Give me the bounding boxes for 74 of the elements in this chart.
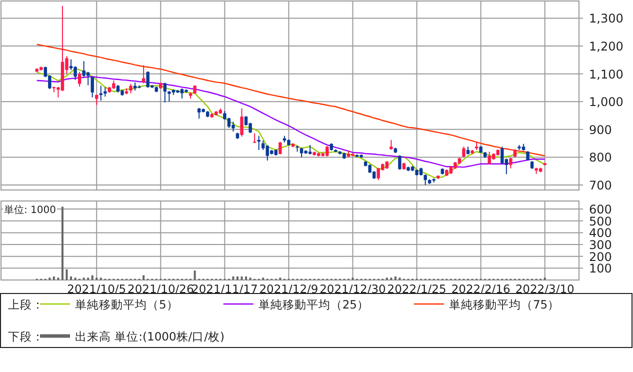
x-tick-label: 2021/12/9 — [259, 282, 318, 296]
candlestick — [266, 144, 269, 162]
y-tick-label: 1,300 — [589, 12, 624, 26]
bar — [52, 276, 55, 280]
bar — [70, 276, 72, 280]
legend-label: 出来高 単位:(1000株/口/枚) — [75, 330, 225, 344]
bar — [232, 276, 234, 280]
line-series — [36, 68, 546, 178]
candlestick — [82, 60, 86, 78]
legend-title: 上段： — [8, 298, 44, 312]
candlestick — [500, 146, 504, 164]
legend-label: 単純移動平均（5） — [75, 298, 178, 312]
x-tick-label: 2022/1/25 — [387, 282, 446, 296]
candlestick — [78, 71, 82, 88]
bar — [194, 270, 196, 280]
candlestick — [197, 108, 201, 120]
bar — [245, 276, 248, 280]
candlestick — [163, 82, 167, 103]
candlestick — [398, 154, 402, 170]
y-tick-label: 400 — [589, 226, 612, 240]
x-tick-label: 2022/2/16 — [451, 282, 510, 296]
bar — [61, 206, 64, 280]
x-tick-label: 2021/11/17 — [192, 282, 258, 296]
x-tick-label: 2021/10/5 — [67, 282, 126, 296]
candlestick — [90, 76, 94, 98]
line-series — [36, 44, 546, 156]
candlestick — [278, 141, 282, 155]
y-tick-label: 700 — [589, 178, 612, 192]
y-tick-label: 200 — [589, 250, 612, 264]
candlestick — [462, 146, 466, 158]
candlestick — [308, 144, 312, 155]
candlestick — [232, 121, 235, 132]
bar — [142, 275, 145, 280]
y-tick-label: 900 — [589, 122, 612, 137]
candlestick — [509, 157, 512, 169]
bar — [240, 276, 243, 280]
legend-label: 単純移動平均（75） — [448, 298, 560, 312]
y-tick-label: 300 — [589, 238, 612, 252]
candlestick — [252, 132, 256, 144]
y-tick-label: 500 — [589, 214, 612, 228]
y-tick-label: 1,100 — [589, 67, 624, 82]
candlestick — [240, 108, 244, 138]
annotation: 単位: 1000 — [4, 204, 56, 216]
candlestick — [95, 94, 98, 106]
y-tick-label: 100 — [589, 262, 612, 276]
candlestick — [376, 167, 380, 180]
legend-label: 単純移動平均（25） — [258, 298, 369, 312]
candlestick — [129, 83, 132, 94]
candlestick — [74, 66, 77, 80]
bar — [394, 276, 396, 280]
y-tick-label: 800 — [589, 150, 612, 165]
bar — [91, 275, 94, 280]
x-tick-label: 2021/10/26 — [128, 282, 194, 296]
candlestick — [227, 117, 231, 129]
candlestick — [257, 135, 260, 150]
candlestick — [300, 147, 304, 158]
x-tick-label: 2021/12/30 — [320, 282, 386, 296]
candlestick — [390, 139, 393, 150]
candlestick — [326, 146, 329, 157]
bar — [236, 276, 238, 280]
candlestick — [424, 174, 427, 186]
bar — [66, 269, 68, 280]
y-tick-label: 1,000 — [589, 95, 624, 110]
y-tick-label: 600 — [589, 202, 612, 217]
x-tick-label: 2022/3/10 — [515, 282, 574, 296]
candlestick — [488, 151, 491, 165]
candlestick — [180, 88, 184, 100]
y-tick-label: 1,200 — [589, 40, 624, 54]
candlestick — [168, 90, 171, 102]
candlestick — [86, 71, 90, 86]
candlestick — [146, 70, 150, 88]
candlestick — [526, 150, 530, 162]
legend-title: 下段： — [8, 330, 44, 344]
candlestick — [104, 86, 107, 98]
